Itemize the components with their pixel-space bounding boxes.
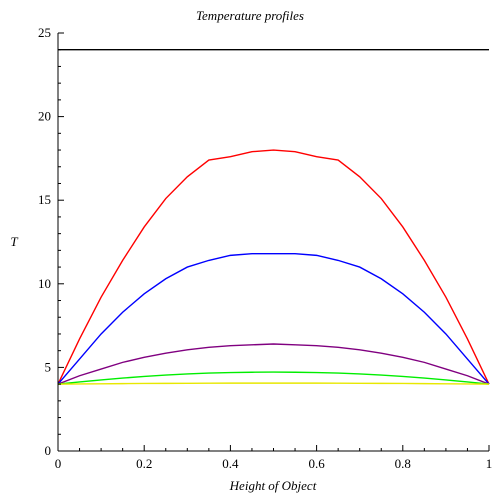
y-ticks: 0 5 10 15 20 25 [38,25,64,458]
chart-title: Temperature profiles [196,8,304,23]
y-tick-label: 5 [45,359,52,374]
x-axis-label: Height of Object [229,478,317,493]
x-ticks: 0 0.2 0.4 0.6 0.8 1 [55,445,493,471]
y-tick-label: 25 [38,25,51,40]
series-line-5 [57,382,490,385]
series-line-3 [57,343,490,385]
x-tick-label: 0.6 [308,456,325,471]
x-tick-label: 0 [55,456,62,471]
x-tick-label: 1 [486,456,493,471]
y-tick-label: 10 [38,276,51,291]
plot-area [57,49,490,385]
y-tick-label: 20 [38,109,51,124]
x-tick-label: 0.4 [222,456,239,471]
y-axis-label: T [10,234,18,249]
series-line-2 [57,252,490,385]
x-tick-label: 0.2 [136,456,152,471]
y-tick-label: 15 [38,192,51,207]
series-line-1 [57,149,490,385]
y-tick-label: 0 [45,443,52,458]
series-line-4 [57,371,490,385]
x-tick-label: 0.8 [395,456,411,471]
